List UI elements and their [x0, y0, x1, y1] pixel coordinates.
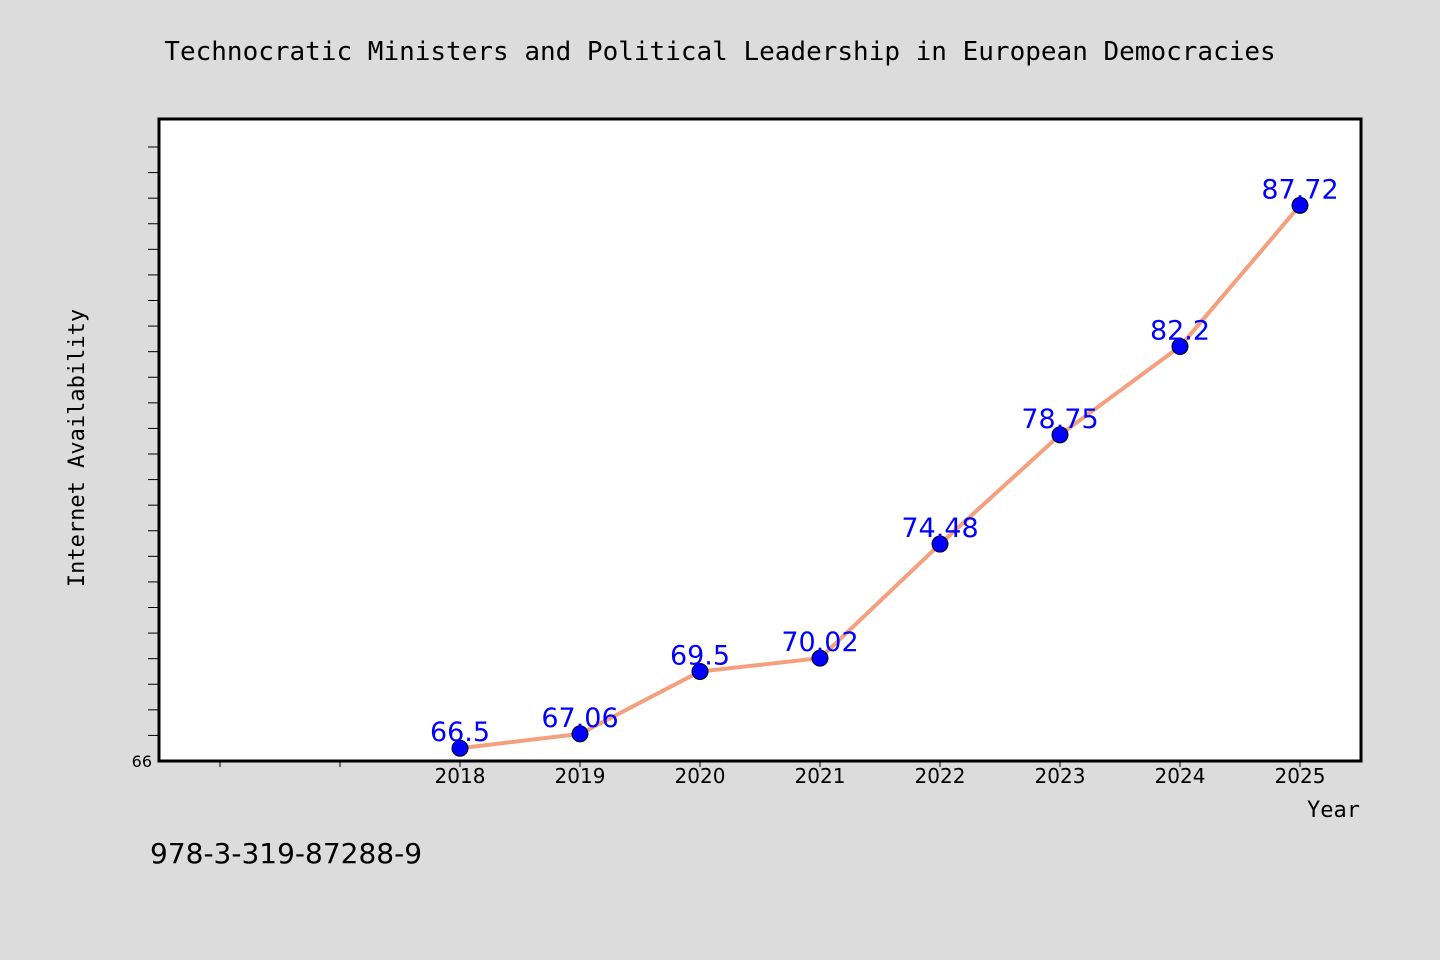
- data-point: [691, 662, 709, 680]
- x-tick-label: 2018: [435, 764, 486, 788]
- x-tick-label: 2024: [1155, 764, 1206, 788]
- chart-title: Technocratic Ministers and Political Lea…: [164, 37, 1275, 67]
- plot-area: [159, 119, 1361, 761]
- data-label: 87.72: [1261, 174, 1338, 205]
- x-tick-label: 2021: [795, 764, 846, 788]
- y-tick-label: 66: [132, 752, 152, 771]
- x-axis-label: Year: [1307, 798, 1360, 823]
- data-label: 67.06: [541, 703, 618, 734]
- series-line: [458, 203, 1302, 751]
- data-point: [931, 535, 949, 553]
- data-label: 74.48: [901, 513, 978, 544]
- data-label: 82.2: [1150, 316, 1210, 347]
- data-label: 70.02: [781, 627, 858, 658]
- x-tick-label: 2022: [915, 764, 966, 788]
- y-axis-label: Internet Availability: [65, 309, 90, 587]
- y-axis-ticks: [148, 146, 159, 736]
- data-label: 78.75: [1021, 404, 1098, 435]
- data-point: [1051, 426, 1069, 444]
- isbn-text: 978-3-319-87288-9: [150, 837, 422, 870]
- data-point: [1171, 338, 1189, 356]
- x-tick-label: 2023: [1035, 764, 1086, 788]
- series-markers: [451, 196, 1309, 757]
- data-point: [571, 725, 589, 743]
- x-tick-label: 2019: [555, 764, 606, 788]
- data-point: [811, 649, 829, 667]
- data-point: [451, 739, 469, 757]
- data-labels: 66.5 67.06 69.5 70.02 74.48 78.75 82.2 87.72: [430, 174, 1339, 748]
- x-tick-label: 2025: [1275, 764, 1326, 788]
- data-label: 69.5: [670, 640, 730, 671]
- data-label: 66.5: [430, 717, 490, 748]
- plot-border: [157, 117, 1363, 763]
- x-tick-label: 2020: [675, 764, 726, 788]
- data-point: [1291, 196, 1309, 214]
- x-tick-labels: 2018 2019 2020 2021 2022 2023 2024 2025: [435, 764, 1326, 788]
